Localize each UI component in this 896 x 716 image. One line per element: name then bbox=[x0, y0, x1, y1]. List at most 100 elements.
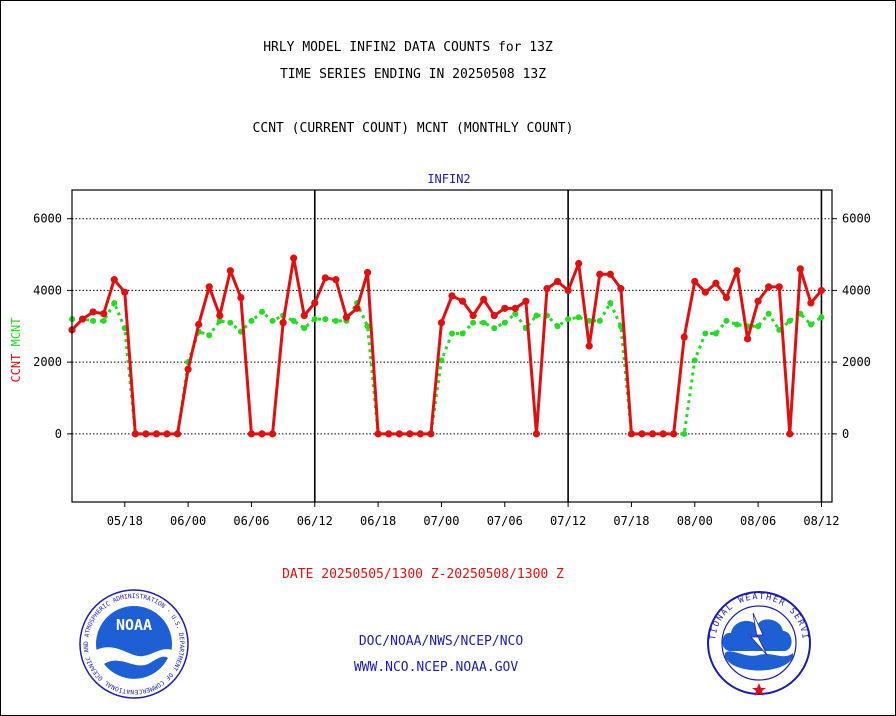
data-point-ccnt bbox=[448, 292, 456, 300]
data-point-mcnt bbox=[216, 317, 223, 324]
data-point-ccnt bbox=[691, 277, 699, 286]
data-point-ccnt bbox=[511, 304, 519, 312]
data-point-mcnt bbox=[449, 330, 455, 337]
x-tick-label: 07/00 bbox=[423, 514, 459, 528]
data-point-mcnt bbox=[491, 325, 498, 332]
data-point-mcnt bbox=[607, 299, 614, 306]
org-label: DOC/NOAA/NWS/NCEP/NCO bbox=[359, 634, 524, 649]
data-point-ccnt bbox=[437, 319, 446, 327]
data-point-ccnt bbox=[680, 333, 688, 341]
data-point-ccnt bbox=[385, 430, 393, 438]
data-point-mcnt bbox=[459, 330, 466, 337]
data-point-ccnt bbox=[817, 286, 826, 295]
data-point-mcnt bbox=[786, 317, 793, 324]
y-axis-left: 0 2000 4000 6000 bbox=[33, 212, 72, 441]
x-axis: 05/18 06/00 06/06 06/12 06/18 07/00 07/06 07/12… bbox=[107, 502, 840, 528]
data-point-ccnt bbox=[585, 342, 593, 350]
x-tick-label: 06/00 bbox=[170, 514, 206, 528]
data-point-ccnt bbox=[501, 304, 509, 312]
header-line-3: CCNT (CURRENT COUNT) MCNT (MONTHLY COUNT… bbox=[253, 121, 574, 136]
data-point-ccnt bbox=[374, 430, 382, 438]
data-point-ccnt bbox=[722, 293, 731, 302]
y-axis-right: 0 2000 4000 6000 bbox=[832, 212, 871, 441]
data-point-ccnt bbox=[332, 276, 340, 284]
y-tick-label: 2000 bbox=[842, 355, 871, 369]
y-tick-label: 4000 bbox=[33, 283, 62, 297]
data-point-mcnt bbox=[248, 317, 255, 324]
data-point-ccnt bbox=[184, 365, 192, 373]
data-point-mcnt bbox=[702, 330, 709, 337]
data-point-ccnt bbox=[163, 430, 171, 438]
data-point-ccnt bbox=[395, 430, 403, 438]
data-point-ccnt bbox=[796, 265, 804, 273]
data-point-mcnt bbox=[470, 319, 477, 326]
data-point-ccnt bbox=[406, 430, 414, 438]
data-point-ccnt bbox=[311, 299, 319, 307]
data-point-ccnt bbox=[733, 267, 741, 275]
data-point-ccnt bbox=[416, 430, 424, 438]
chart-title: INFIN2 bbox=[427, 172, 470, 186]
data-point-mcnt bbox=[691, 357, 698, 364]
data-point-ccnt bbox=[807, 299, 815, 307]
data-point-ccnt bbox=[205, 283, 213, 291]
data-point-mcnt bbox=[818, 314, 825, 321]
y-label-mcnt: MCNT bbox=[9, 317, 23, 346]
data-point-ccnt bbox=[712, 279, 720, 287]
data-point-ccnt bbox=[216, 311, 224, 320]
data-point-ccnt bbox=[670, 430, 678, 438]
data-point-ccnt bbox=[553, 277, 562, 286]
data-point-mcnt bbox=[259, 308, 265, 315]
data-point-ccnt bbox=[353, 304, 361, 312]
data-point-mcnt bbox=[681, 430, 688, 437]
data-point-ccnt bbox=[268, 430, 277, 438]
header-line-2: TIME SERIES ENDING IN 20250508 13Z bbox=[280, 67, 546, 82]
website-link[interactable]: WWW.NCO.NCEP.NOAA.GOV bbox=[354, 660, 519, 675]
y-tick-label: 6000 bbox=[842, 212, 871, 226]
data-point-mcnt bbox=[269, 317, 276, 324]
data-point-ccnt bbox=[606, 270, 614, 278]
data-point-ccnt bbox=[78, 315, 87, 323]
data-point-ccnt bbox=[290, 254, 298, 262]
data-point-mcnt bbox=[100, 317, 107, 324]
data-point-ccnt bbox=[617, 285, 625, 293]
y-tick-label: 2000 bbox=[33, 355, 62, 369]
x-tick-label: 08/12 bbox=[803, 514, 839, 528]
data-point-ccnt bbox=[226, 267, 234, 275]
data-point-mcnt bbox=[311, 316, 318, 323]
gridlines bbox=[72, 218, 832, 435]
data-point-mcnt bbox=[438, 357, 445, 364]
data-point-ccnt bbox=[342, 313, 351, 321]
x-tick-label: 06/18 bbox=[360, 514, 396, 528]
data-point-mcnt bbox=[712, 330, 719, 337]
y-axis-label: CCNT MCNT bbox=[9, 317, 23, 382]
data-point-ccnt bbox=[458, 297, 467, 305]
data-point-mcnt bbox=[723, 317, 730, 324]
plot-frame bbox=[71, 189, 833, 503]
nws-logo-icon: NATIONAL WEATHER SERVICE bbox=[707, 591, 811, 696]
data-point-mcnt bbox=[206, 332, 213, 339]
data-point-mcnt bbox=[322, 316, 329, 323]
noaa-logo-text: NOAA bbox=[116, 616, 152, 634]
data-point-ccnt bbox=[100, 310, 108, 318]
data-point-ccnt bbox=[743, 335, 752, 343]
data-point-ccnt bbox=[152, 430, 161, 438]
x-tick-label: 07/18 bbox=[613, 514, 649, 528]
date-range: DATE 20250505/1300 Z-20250508/1300 Z bbox=[282, 567, 564, 582]
data-point-mcnt bbox=[290, 317, 297, 324]
y-tick-label: 0 bbox=[55, 427, 62, 441]
data-point-ccnt bbox=[638, 430, 646, 438]
data-point-ccnt bbox=[131, 430, 139, 438]
data-point-ccnt bbox=[279, 319, 287, 327]
plot-area: 0 2000 4000 6000 0 2000 4000 6000 05/18 06/00 06… bbox=[33, 189, 871, 528]
data-point-ccnt bbox=[648, 430, 657, 438]
data-point-ccnt bbox=[532, 430, 541, 438]
data-point-ccnt bbox=[490, 311, 498, 320]
series-line-mcnt bbox=[72, 301, 823, 436]
data-point-ccnt bbox=[237, 293, 245, 302]
data-point-mcnt bbox=[111, 299, 118, 306]
data-point-mcnt bbox=[480, 319, 487, 326]
x-tick-label: 08/06 bbox=[740, 514, 776, 528]
data-point-mcnt bbox=[596, 317, 603, 324]
data-point-mcnt bbox=[227, 319, 234, 326]
